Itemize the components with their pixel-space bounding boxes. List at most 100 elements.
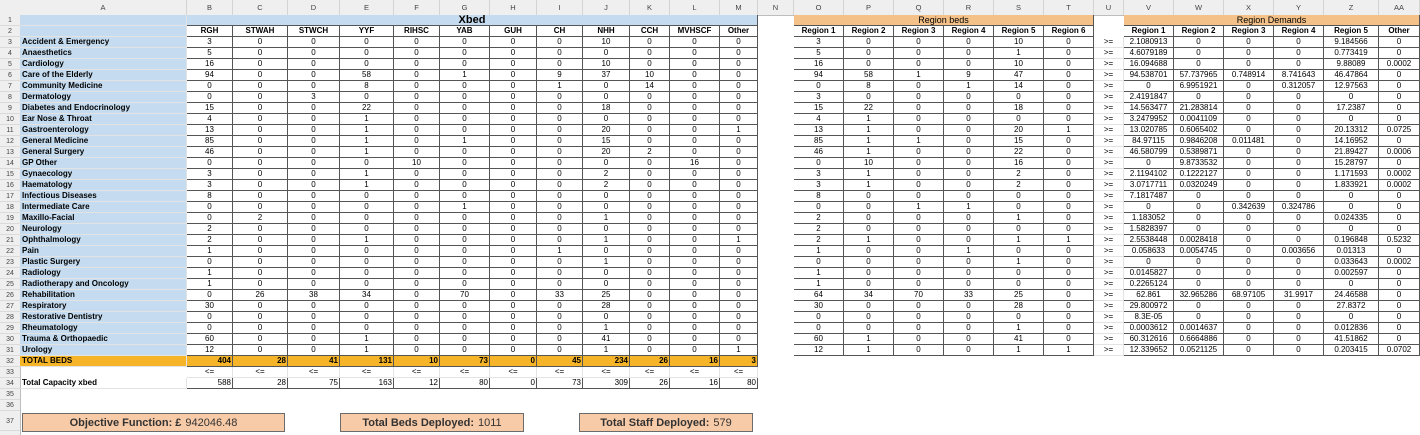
total-beds-cell[interactable]: 45 (537, 356, 583, 367)
xbed-cell[interactable]: 0 (394, 290, 440, 301)
xbed-cell[interactable]: 85 (187, 136, 233, 147)
region-beds-cell[interactable]: 1 (944, 202, 994, 213)
xbed-cell[interactable]: 0 (394, 345, 440, 356)
xbed-cell[interactable]: 0 (630, 246, 670, 257)
xbed-cell[interactable]: 28 (583, 301, 630, 312)
region-beds-cell[interactable]: 0 (894, 323, 944, 334)
xbed-header[interactable]: STWAH (233, 26, 288, 37)
xbed-cell[interactable]: 0 (340, 191, 394, 202)
total-beds-cell[interactable]: 10 (394, 356, 440, 367)
specialty-label[interactable]: Diabetes and Endocrinology (20, 103, 187, 114)
region-beds-cell[interactable]: 33 (944, 290, 994, 301)
xbed-cell[interactable]: 2 (187, 235, 233, 246)
xbed-cell[interactable]: 0 (537, 136, 583, 147)
region-demand-cell[interactable]: 0 (1379, 81, 1420, 92)
specialty-label[interactable]: Gastroenterology (20, 125, 187, 136)
xbed-cell[interactable]: 0 (440, 103, 490, 114)
region-beds-cell[interactable]: 0 (994, 92, 1044, 103)
xbed-cell[interactable]: 10 (630, 70, 670, 81)
xbed-cell[interactable]: 0 (288, 202, 340, 213)
region-demand-cell[interactable]: 0 (1274, 268, 1324, 279)
region-beds-cell[interactable]: 1 (1044, 235, 1094, 246)
region-demand-cell[interactable]: 0.9846208 (1174, 136, 1224, 147)
region-beds-cell[interactable]: 0 (1044, 257, 1094, 268)
region-demand-cell[interactable]: 0 (1274, 257, 1324, 268)
region-beds-cell[interactable]: 8 (844, 81, 894, 92)
region-beds-cell[interactable]: 0 (1044, 268, 1094, 279)
region-beds-title[interactable]: Region beds (794, 15, 1094, 26)
region-demand-cell[interactable]: 46.47864 (1324, 70, 1379, 81)
region-demand-cell[interactable]: 0 (1274, 59, 1324, 70)
specialty-label[interactable]: Ophthalmology (20, 235, 187, 246)
xbed-cell[interactable]: 1 (583, 235, 630, 246)
region-beds-cell[interactable]: 12 (794, 345, 844, 356)
region-beds-cell[interactable]: 0 (844, 312, 894, 323)
xbed-cell[interactable]: 0 (490, 257, 537, 268)
xbed-cell[interactable]: 0 (537, 301, 583, 312)
region-beds-cell[interactable]: 0 (944, 48, 994, 59)
le-symbol-cell[interactable]: <= (233, 367, 288, 378)
region-beds-cell[interactable]: 1 (994, 48, 1044, 59)
xbed-cell[interactable]: 70 (440, 290, 490, 301)
region-demand-cell[interactable]: 0 (1224, 345, 1274, 356)
xbed-cell[interactable]: 0 (490, 246, 537, 257)
region-demand-cell[interactable]: 0 (1224, 81, 1274, 92)
xbed-cell[interactable]: 0 (490, 59, 537, 70)
xbed-cell[interactable]: 0 (583, 191, 630, 202)
xbed-cell[interactable]: 0 (720, 180, 758, 191)
xbed-cell[interactable]: 0 (490, 158, 537, 169)
region-beds-cell[interactable]: 0 (894, 103, 944, 114)
xbed-cell[interactable]: 0 (233, 224, 288, 235)
xbed-cell[interactable]: 0 (670, 224, 720, 235)
total-capacity-cell[interactable]: 80 (720, 378, 758, 389)
xbed-cell[interactable]: 0 (720, 290, 758, 301)
region-beds-cell[interactable]: 0 (794, 257, 844, 268)
region-beds-cell[interactable]: 0 (944, 345, 994, 356)
ge-symbol-cell[interactable]: >= (1094, 290, 1124, 301)
region-demand-cell[interactable]: 0 (1174, 213, 1224, 224)
xbed-cell[interactable]: 0 (537, 103, 583, 114)
region-beds-cell[interactable]: 2 (994, 169, 1044, 180)
xbed-cell[interactable]: 0 (440, 59, 490, 70)
le-symbol-cell[interactable]: <= (583, 367, 630, 378)
region-demand-cell[interactable]: 1.183052 (1124, 213, 1174, 224)
xbed-cell[interactable]: 0 (630, 136, 670, 147)
row-header[interactable]: 6 (0, 70, 20, 81)
xbed-cell[interactable]: 0 (537, 235, 583, 246)
xbed-cell[interactable]: 0 (670, 202, 720, 213)
xbed-cell[interactable]: 0 (288, 301, 340, 312)
xbed-cell[interactable]: 0 (233, 103, 288, 114)
le-symbol-cell[interactable]: <= (490, 367, 537, 378)
region-demand-cell[interactable]: 6.9951921 (1174, 81, 1224, 92)
region-demand-cell[interactable]: 3.2479952 (1124, 114, 1174, 125)
xbed-cell[interactable]: 1 (340, 334, 394, 345)
le-symbol-cell[interactable]: <= (440, 367, 490, 378)
region-beds-cell[interactable]: 0 (894, 246, 944, 257)
xbed-cell[interactable]: 0 (537, 180, 583, 191)
row-header[interactable]: 21 (0, 235, 20, 246)
xbed-cell[interactable]: 0 (490, 180, 537, 191)
ge-symbol-cell[interactable]: >= (1094, 246, 1124, 257)
xbed-cell[interactable]: 0 (630, 268, 670, 279)
total-beds-cell[interactable]: 16 (670, 356, 720, 367)
region-beds-cell[interactable]: 10 (844, 158, 894, 169)
ge-symbol-cell[interactable]: >= (1094, 114, 1124, 125)
region-beds-cell[interactable]: 15 (994, 136, 1044, 147)
xbed-cell[interactable]: 0 (537, 323, 583, 334)
specialty-label[interactable]: Care of the Elderly (20, 70, 187, 81)
xbed-cell[interactable]: 0 (233, 169, 288, 180)
region-demand-cell[interactable]: 0 (1224, 37, 1274, 48)
xbed-cell[interactable]: 1 (537, 81, 583, 92)
xbed-cell[interactable]: 0 (187, 290, 233, 301)
xbed-cell[interactable]: 9 (537, 70, 583, 81)
region-beds-header[interactable]: Region 3 (894, 26, 944, 37)
region-beds-cell[interactable]: 0 (944, 268, 994, 279)
column-header[interactable]: F (394, 0, 440, 15)
le-symbol-cell[interactable]: <= (187, 367, 233, 378)
row-header[interactable]: 13 (0, 147, 20, 158)
region-beds-cell[interactable]: 70 (894, 290, 944, 301)
region-demand-cell[interactable]: 0 (1224, 334, 1274, 345)
region-demand-cell[interactable]: 0 (1274, 213, 1324, 224)
xbed-header[interactable]: Other (720, 26, 758, 37)
xbed-cell[interactable]: 0 (394, 213, 440, 224)
